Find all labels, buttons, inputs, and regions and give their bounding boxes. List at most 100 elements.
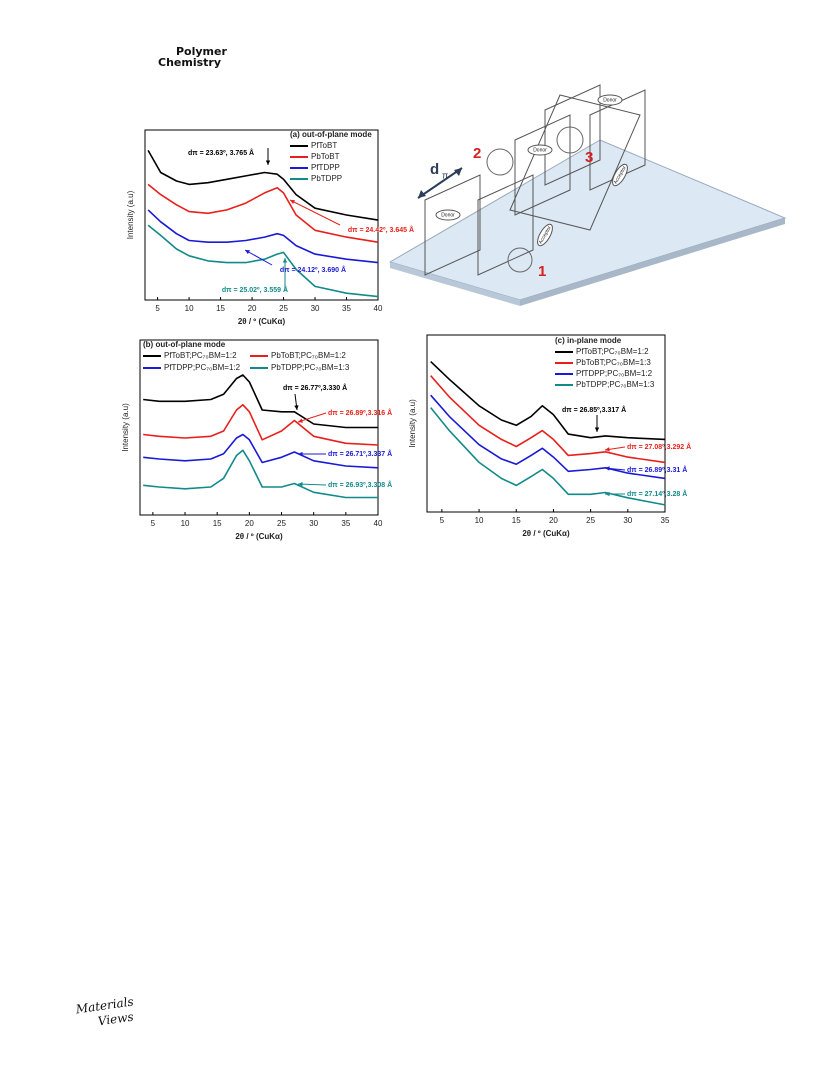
schematic: Donor Donor Donor Acceptor Acceptor d π … bbox=[388, 84, 787, 306]
fullerene bbox=[486, 148, 514, 176]
x-tick-label: 25 bbox=[279, 304, 288, 313]
journal-name: Polymer bbox=[176, 45, 227, 58]
molecule-plane bbox=[514, 114, 571, 216]
legend-label: PfTDPP bbox=[311, 163, 340, 172]
x-tick-label: 10 bbox=[475, 516, 484, 525]
annotation: dπ = 26.77º,3.330 Å bbox=[283, 383, 347, 392]
legend-label: PbTDPP;PC₇₀BM=1:3 bbox=[271, 363, 350, 372]
series-line bbox=[143, 404, 379, 446]
x-tick-label: 35 bbox=[341, 519, 350, 528]
panel-title: (b) out-of-plane mode bbox=[143, 340, 226, 349]
plot-frame bbox=[426, 334, 666, 513]
annotation: dπ = 23.63º, 3.765 Å bbox=[188, 148, 254, 157]
fullerene bbox=[507, 247, 533, 273]
x-axis-label: 2θ / º (CuKα) bbox=[522, 529, 570, 538]
annotation-arrowhead bbox=[298, 418, 303, 423]
molecule-plane bbox=[424, 174, 481, 276]
annotation-arrowhead bbox=[265, 160, 271, 165]
publisher-logo: Views bbox=[97, 1010, 134, 1029]
annotation: dπ = 24.42º, 3.645 Å bbox=[348, 225, 414, 234]
x-tick-label: 35 bbox=[661, 516, 670, 525]
acceptor-unit bbox=[537, 223, 553, 247]
annotation-arrow bbox=[297, 483, 327, 486]
x-tick-label: 5 bbox=[155, 304, 160, 313]
x-tick-label: 25 bbox=[586, 516, 595, 525]
series-line bbox=[430, 361, 666, 441]
series-line bbox=[143, 449, 378, 499]
legend-label: PfTDPP;PC₇₀BM=1:2 bbox=[164, 363, 241, 372]
arrowhead bbox=[418, 190, 426, 198]
fullerene bbox=[556, 126, 584, 154]
site-number: 1 bbox=[538, 263, 546, 280]
legend-label: PbToBT;PC₇₀BM=1:2 bbox=[271, 351, 346, 360]
x-tick-label: 10 bbox=[185, 304, 194, 313]
annotation-arrowhead bbox=[605, 466, 610, 471]
series-line bbox=[143, 374, 378, 429]
substrate-edge bbox=[390, 262, 520, 306]
annotation-arrowhead bbox=[298, 451, 303, 457]
donor-label: Donor bbox=[603, 97, 617, 103]
acceptor-unit bbox=[612, 163, 628, 187]
molecule-plane bbox=[509, 94, 641, 231]
legend-label: PbToBT;PC₇₀BM=1:3 bbox=[576, 358, 651, 367]
spacing-label: d bbox=[430, 161, 439, 178]
y-axis-label: Intensity (a.u) bbox=[408, 399, 417, 448]
annotation-arrowhead bbox=[282, 258, 288, 263]
annotation: dπ = 27.08º,3.292 Å bbox=[627, 442, 691, 451]
legend-label: PfToBT;PC₇₀BM=1:2 bbox=[164, 351, 237, 360]
x-tick-label: 15 bbox=[512, 516, 521, 525]
y-axis-label: Intensity (a.u) bbox=[126, 190, 135, 239]
molecule-plane bbox=[589, 89, 646, 191]
legend-label: PfTDPP;PC₇₀BM=1:2 bbox=[576, 369, 653, 378]
donor-unit bbox=[435, 209, 461, 221]
legend-label: PfToBT bbox=[311, 141, 337, 150]
annotation: dπ = 25.02º, 3.559 Å bbox=[222, 285, 288, 294]
x-tick-label: 20 bbox=[549, 516, 558, 525]
series-line bbox=[430, 375, 666, 464]
x-tick-label: 35 bbox=[342, 304, 351, 313]
annotation-arrowhead bbox=[605, 491, 610, 497]
donor-label: Donor bbox=[533, 147, 547, 153]
donor-unit bbox=[527, 144, 553, 156]
x-tick-label: 5 bbox=[440, 516, 445, 525]
annotation-arrowhead bbox=[298, 481, 303, 487]
x-tick-label: 40 bbox=[374, 304, 383, 313]
series-line bbox=[430, 407, 666, 506]
spacing-subscript: π bbox=[442, 170, 448, 180]
annotation: dπ = 26.89º,3.31 Å bbox=[627, 465, 687, 474]
annotation-arrowhead bbox=[290, 200, 295, 204]
x-tick-label: 15 bbox=[213, 519, 222, 528]
annotation-arrowhead bbox=[594, 427, 600, 432]
annotation-arrow bbox=[297, 412, 327, 423]
annotation: dπ = 26.85º,3.317 Å bbox=[562, 405, 626, 414]
arrowhead bbox=[454, 168, 462, 176]
legend-label: PfToBT;PC₇₀BM=1:2 bbox=[576, 347, 649, 356]
x-tick-label: 20 bbox=[245, 519, 254, 528]
x-tick-label: 15 bbox=[216, 304, 225, 313]
donor-unit bbox=[597, 94, 623, 106]
legend-label: PbToBT bbox=[311, 152, 340, 161]
annotation-arrowhead bbox=[605, 447, 610, 452]
annotation: dπ = 24.12º, 3.690 Å bbox=[280, 265, 346, 274]
series-line bbox=[147, 183, 379, 243]
x-tick-label: 30 bbox=[311, 304, 320, 313]
site-number: 2 bbox=[473, 145, 481, 162]
x-tick-label: 20 bbox=[248, 304, 257, 313]
series-line bbox=[147, 224, 379, 298]
molecule-plane bbox=[544, 84, 601, 186]
legend-label: PbTDPP bbox=[311, 174, 342, 183]
journal-name: Chemistry bbox=[158, 56, 221, 69]
y-axis-label: Intensity (a.u) bbox=[121, 403, 130, 452]
x-tick-label: 25 bbox=[277, 519, 286, 528]
annotation: dπ = 26.93º,3.308 Å bbox=[328, 480, 392, 489]
x-tick-label: 40 bbox=[374, 519, 383, 528]
site-number: 3 bbox=[585, 149, 593, 166]
annotation: dπ = 26.71º,3.337 Å bbox=[328, 449, 392, 458]
annotation-arrow bbox=[289, 199, 341, 226]
x-tick-label: 5 bbox=[151, 519, 156, 528]
spacing-arrow bbox=[417, 167, 463, 199]
x-axis-label: 2θ / º (CuKα) bbox=[235, 532, 283, 541]
panel-title: (c) in-plane mode bbox=[555, 336, 622, 345]
annotation: dπ = 26.89º,3.316 Å bbox=[328, 408, 392, 417]
